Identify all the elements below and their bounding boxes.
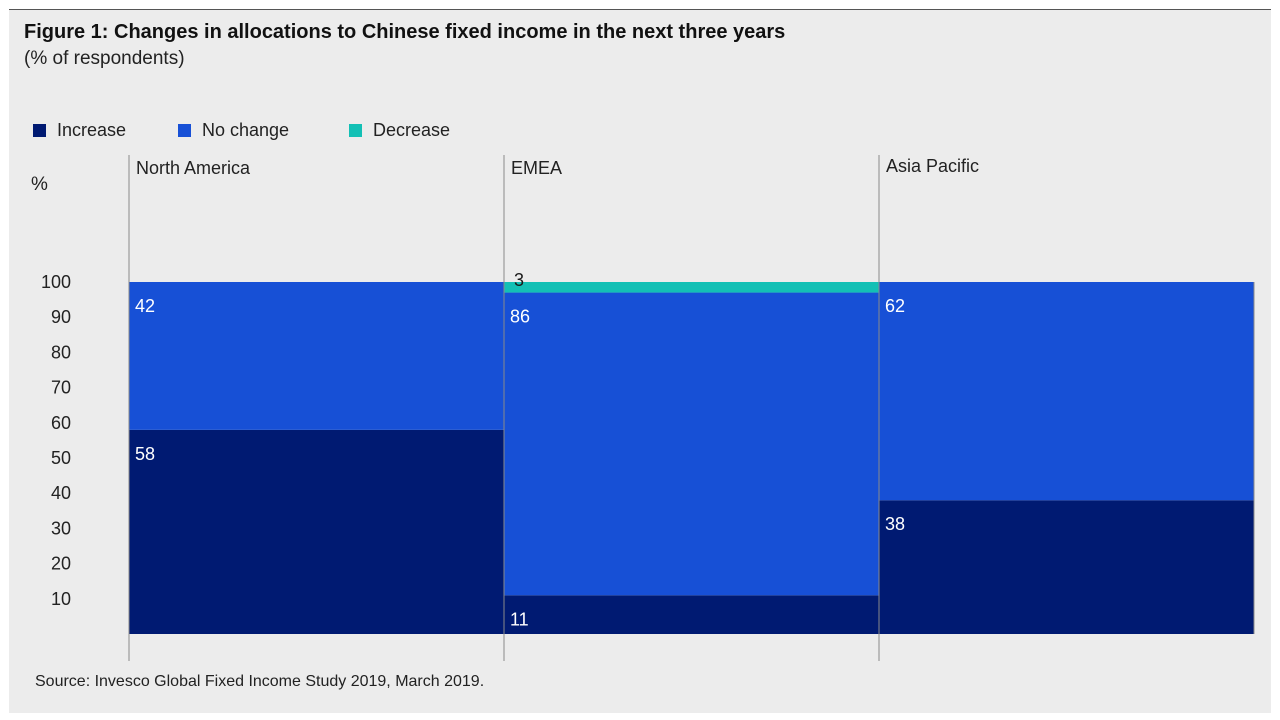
- figure-subtitle: (% of respondents): [24, 48, 185, 69]
- data-label: 58: [135, 444, 155, 464]
- y-tick-label: 30: [51, 518, 71, 538]
- bar-segment-no-change: [504, 292, 879, 596]
- data-label: 86: [510, 307, 530, 327]
- y-tick-label: 70: [51, 378, 71, 398]
- category-label: EMEA: [511, 158, 562, 178]
- data-label: 62: [885, 296, 905, 316]
- bar-segment-increase: [129, 429, 504, 634]
- legend-swatch-decrease: [349, 124, 362, 137]
- legend-swatch-increase: [33, 124, 46, 137]
- source-note: Source: Invesco Global Fixed Income Stud…: [35, 673, 485, 690]
- y-tick-label: 80: [51, 342, 71, 362]
- data-label: 42: [135, 296, 155, 316]
- y-tick-label: 20: [51, 554, 71, 574]
- bar-segment-no-change: [879, 282, 1254, 501]
- legend-item-increase: Increase: [33, 120, 126, 141]
- legend-swatch-no-change: [178, 124, 191, 137]
- y-tick-label: 40: [51, 483, 71, 503]
- y-tick-label: 10: [51, 589, 71, 609]
- legend-item-decrease: Decrease: [349, 120, 450, 141]
- legend-label-increase: Increase: [57, 120, 127, 140]
- legend-label-no-change: No change: [202, 120, 290, 140]
- y-tick-label: 90: [51, 307, 71, 327]
- category-label: Asia Pacific: [886, 156, 979, 176]
- y-tick-label: 50: [51, 448, 71, 468]
- bar-segment-no-change: [129, 282, 504, 430]
- bar-segment-increase: [879, 500, 1254, 634]
- data-label: 3: [514, 270, 524, 290]
- bar-segment-increase: [504, 595, 879, 634]
- y-tick-label: 60: [51, 413, 71, 433]
- data-label: 38: [885, 514, 905, 534]
- y-axis-label: %: [31, 174, 48, 195]
- y-tick-label: 100: [41, 272, 71, 292]
- figure-title: Figure 1: Changes in allocations to Chin…: [24, 21, 786, 43]
- category-label: North America: [136, 158, 251, 178]
- legend-label-decrease: Decrease: [373, 120, 451, 140]
- data-label: 11: [510, 609, 529, 629]
- legend-item-no-change: No change: [178, 120, 289, 141]
- bar-segment-decrease: [504, 282, 879, 293]
